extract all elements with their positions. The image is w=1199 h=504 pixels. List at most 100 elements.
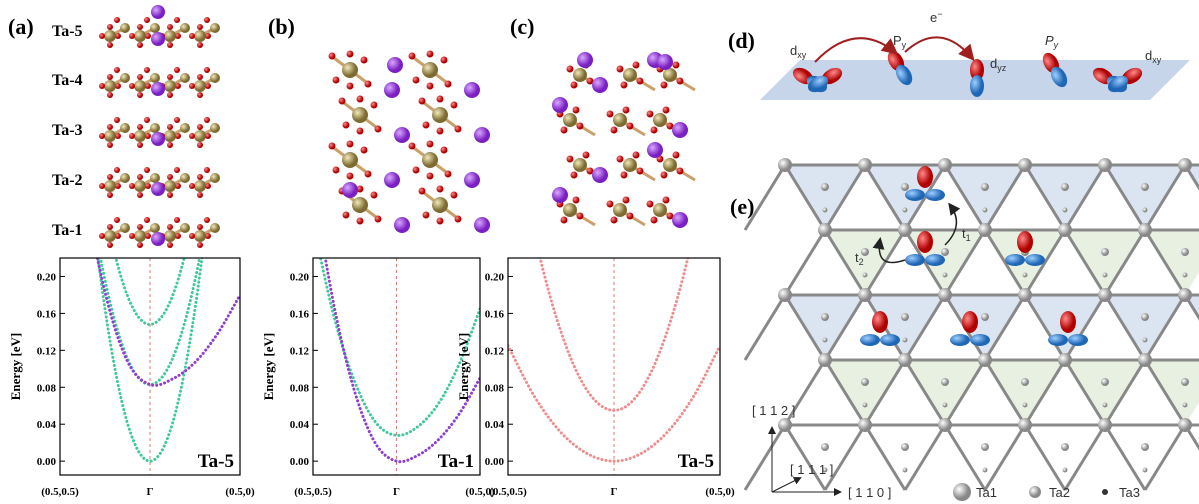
ta2 — [941, 248, 949, 256]
atom — [99, 33, 105, 39]
ta1 — [858, 418, 872, 432]
ta3 — [863, 403, 868, 408]
orbital — [970, 334, 990, 346]
y-tick-label: 0.16 — [485, 308, 505, 320]
ta1 — [1098, 288, 1112, 302]
orbital — [905, 254, 925, 266]
ta2 — [821, 443, 829, 451]
atom — [151, 82, 165, 96]
ta3 — [1143, 208, 1148, 213]
atom — [137, 192, 143, 198]
atom — [210, 223, 220, 233]
ta1 — [1018, 288, 1032, 302]
atom — [563, 113, 577, 127]
label-base: d — [790, 43, 797, 58]
atom — [437, 96, 444, 103]
atom — [205, 183, 211, 189]
atom — [474, 217, 490, 233]
atom — [114, 117, 120, 123]
illustrations — [99, 5, 1199, 492]
y-tick-label: 0.08 — [37, 382, 57, 394]
atom — [205, 233, 211, 239]
atom — [114, 17, 120, 23]
atom — [661, 172, 668, 179]
ta1 — [778, 288, 792, 302]
atom — [114, 167, 120, 173]
orbital — [962, 311, 978, 333]
ta2 — [1061, 183, 1069, 191]
atom — [174, 167, 180, 173]
orbital — [950, 334, 970, 346]
atom — [394, 127, 410, 143]
atom — [607, 201, 614, 208]
atom — [432, 107, 448, 123]
atom — [347, 83, 354, 90]
band — [60, 0, 240, 324]
atom — [663, 197, 670, 204]
orbital — [917, 166, 933, 188]
bond — [825, 425, 865, 490]
atom — [423, 122, 430, 129]
atom — [451, 192, 458, 199]
atom — [150, 173, 160, 183]
atom — [151, 132, 165, 146]
atom — [437, 186, 444, 193]
x-tick-label: (0.5,0.5) — [41, 486, 79, 498]
label-sub: xy — [1152, 55, 1162, 65]
atom — [115, 33, 121, 39]
facet — [1065, 360, 1145, 425]
atom — [115, 133, 121, 139]
atom — [144, 67, 150, 73]
ta1 — [938, 158, 952, 172]
ta1 — [1018, 158, 1032, 172]
atom — [137, 42, 143, 48]
atom — [134, 130, 146, 142]
hop-arrow — [905, 37, 972, 58]
atom — [175, 183, 181, 189]
atom — [427, 83, 434, 90]
ta2 — [1101, 378, 1109, 386]
ta3 — [1063, 468, 1068, 473]
ta2 — [861, 378, 869, 386]
ta1 — [858, 288, 872, 302]
atom — [677, 168, 684, 175]
atom — [194, 30, 206, 42]
atom — [371, 102, 378, 109]
ta3 — [1103, 403, 1108, 408]
y-tick-label: 0.20 — [37, 271, 57, 283]
orbital — [1017, 231, 1033, 253]
atom — [623, 158, 637, 172]
y-tick-label: 0.04 — [290, 419, 310, 431]
y-axis-label: Energy [eV] — [261, 333, 276, 401]
y-tick-label: 0.12 — [37, 345, 57, 357]
atom — [365, 171, 372, 178]
atom — [352, 107, 368, 123]
facet — [985, 360, 1065, 425]
atom — [197, 24, 203, 30]
ta1 — [1178, 418, 1192, 432]
inner-label: Ta-5 — [678, 451, 714, 472]
atom — [210, 123, 220, 133]
ta3 — [903, 208, 908, 213]
atom — [129, 33, 135, 39]
atom — [120, 123, 130, 133]
atom — [99, 233, 105, 239]
atom — [661, 82, 668, 89]
atom — [107, 24, 113, 30]
atom — [371, 192, 378, 199]
atom — [672, 212, 688, 228]
x-tick-label: Γ — [611, 486, 618, 498]
atom — [167, 92, 173, 98]
atom — [333, 77, 340, 84]
band — [60, 15, 240, 385]
atom — [347, 141, 354, 148]
atom — [445, 171, 452, 178]
label-sub: y — [902, 40, 907, 50]
atom — [151, 5, 165, 19]
label-base: P — [893, 33, 902, 48]
atom — [180, 73, 190, 83]
label-sub: 2 — [859, 257, 864, 267]
atom — [573, 158, 587, 172]
atom — [194, 130, 206, 142]
atom — [573, 68, 587, 82]
